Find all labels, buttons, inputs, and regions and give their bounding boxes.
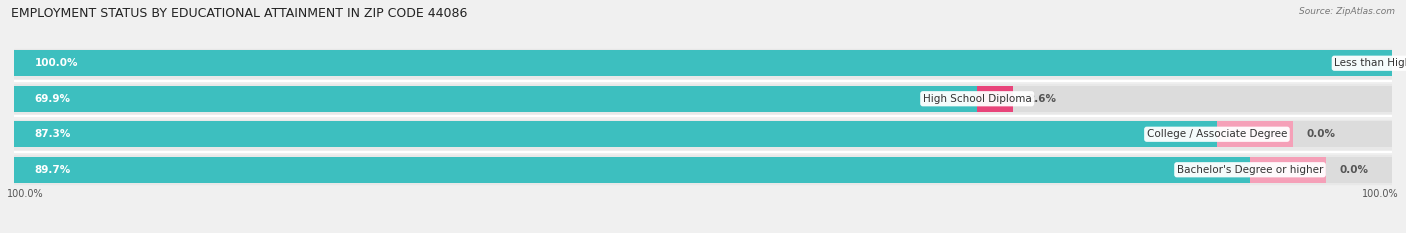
- Bar: [14, 51, 1392, 76]
- Text: 89.7%: 89.7%: [35, 165, 70, 175]
- Text: 100.0%: 100.0%: [1362, 189, 1399, 199]
- Text: College / Associate Degree: College / Associate Degree: [1147, 129, 1286, 139]
- Bar: [14, 157, 1250, 182]
- Bar: [14, 121, 1392, 147]
- Bar: [14, 86, 977, 112]
- Bar: [14, 121, 1218, 147]
- Text: 2.6%: 2.6%: [1026, 94, 1056, 104]
- Text: 0.0%: 0.0%: [1306, 129, 1336, 139]
- Bar: [14, 51, 1392, 76]
- Text: 69.9%: 69.9%: [35, 94, 70, 104]
- Text: Source: ZipAtlas.com: Source: ZipAtlas.com: [1299, 7, 1395, 16]
- Text: High School Diploma: High School Diploma: [922, 94, 1032, 104]
- Text: EMPLOYMENT STATUS BY EDUCATIONAL ATTAINMENT IN ZIP CODE 44086: EMPLOYMENT STATUS BY EDUCATIONAL ATTAINM…: [11, 7, 468, 20]
- Text: 0.0%: 0.0%: [1340, 165, 1368, 175]
- Bar: [14, 157, 1392, 182]
- Text: 87.3%: 87.3%: [35, 129, 72, 139]
- Text: 100.0%: 100.0%: [35, 58, 79, 68]
- Bar: [1218, 121, 1292, 147]
- Bar: [14, 120, 1392, 149]
- Text: Less than High School: Less than High School: [1334, 58, 1406, 68]
- Bar: [14, 84, 1392, 113]
- Text: 100.0%: 100.0%: [7, 189, 44, 199]
- Bar: [14, 155, 1392, 184]
- Bar: [14, 49, 1392, 78]
- Bar: [977, 86, 1012, 112]
- Bar: [1392, 51, 1406, 76]
- Bar: [1250, 157, 1326, 182]
- Bar: [14, 86, 1392, 112]
- Text: Bachelor's Degree or higher: Bachelor's Degree or higher: [1177, 165, 1323, 175]
